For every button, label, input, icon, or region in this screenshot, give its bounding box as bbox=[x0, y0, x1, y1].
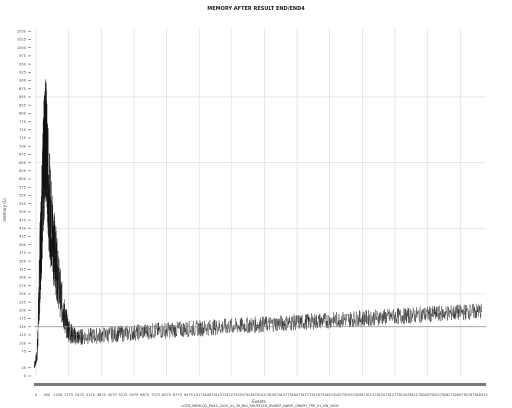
y-tick-label: 1025 bbox=[17, 38, 26, 42]
y-tick-label: 725 bbox=[19, 136, 26, 140]
y-tick-label: 675 bbox=[19, 153, 26, 157]
x-tick-label: 4575 bbox=[108, 393, 117, 397]
x-tick-label: 20675 bbox=[357, 393, 368, 397]
y-tick-label: 350 bbox=[19, 259, 27, 263]
x-tick-label: 21375 bbox=[368, 393, 379, 397]
x-tick-label: 12275 bbox=[226, 393, 237, 397]
x-tick-label: 10175 bbox=[193, 393, 204, 397]
x-tick-label: 450 bbox=[43, 393, 51, 397]
x-tick-label: 3175 bbox=[86, 393, 95, 397]
x-tick-label: 8075 bbox=[162, 393, 171, 397]
y-tick-label: 25 bbox=[21, 366, 26, 370]
x-tick-label: 9475 bbox=[184, 393, 193, 397]
y-tick-label: 175 bbox=[19, 317, 26, 321]
x-tick-label: 25575 bbox=[433, 393, 444, 397]
x-tick-label: 26275 bbox=[444, 393, 455, 397]
series-group bbox=[33, 79, 483, 369]
y-tick-label: 925 bbox=[19, 71, 26, 75]
x-tick-label: 0 bbox=[35, 393, 38, 397]
x-tick-label: 24875 bbox=[422, 393, 433, 397]
y-tick-label: 750 bbox=[19, 128, 27, 132]
x-tick-label: 2475 bbox=[75, 393, 84, 397]
y-axis-label: memory (L) bbox=[2, 198, 7, 222]
y-tick-label: 75 bbox=[21, 350, 26, 354]
x-tick-label: 17875 bbox=[313, 393, 324, 397]
y-tick-label: 0 bbox=[24, 374, 27, 378]
x-tick-label: 15075 bbox=[270, 393, 281, 397]
y-tick-label: 575 bbox=[19, 185, 26, 189]
x-tick-label: 6675 bbox=[140, 393, 149, 397]
x-axis-label: Events bbox=[252, 399, 266, 404]
x-tick-label: 8775 bbox=[173, 393, 182, 397]
x-tick-label: 10875 bbox=[204, 393, 215, 397]
y-tick-label: 200 bbox=[19, 309, 27, 313]
x-tick-label: 19975 bbox=[346, 393, 357, 397]
y-tick-label: 150 bbox=[19, 325, 27, 329]
x-scrollbar[interactable] bbox=[34, 383, 486, 386]
y-tick-label: 1050 bbox=[17, 29, 27, 33]
y-tick-label: 125 bbox=[19, 333, 26, 337]
x-tick-label: 5975 bbox=[129, 393, 138, 397]
x-tick-label: 11575 bbox=[215, 393, 226, 397]
x-tick-label: 16475 bbox=[291, 393, 302, 397]
x-tick-label: 24175 bbox=[411, 393, 422, 397]
x-axis-ticks: 0 450 1250 1775 2475 3175 3875 4575 5275 5975 6675… bbox=[35, 393, 488, 397]
x-tick-label: 5275 bbox=[118, 393, 127, 397]
y-axis-ticks: 0 25 75 100 125 150 175 200 225 250 275 300 325 350 37… bbox=[17, 29, 31, 378]
x-tick-label: 1775 bbox=[64, 393, 73, 397]
x-tick-label: 19275 bbox=[335, 393, 346, 397]
x-tick-label: 13675 bbox=[248, 393, 259, 397]
y-tick-label: 1000 bbox=[17, 46, 27, 50]
chart-subtitle: LGFD_MEMLOG_EN10_2010_01_30_BIG_SHUFFLED… bbox=[181, 404, 338, 408]
y-tick-label: 825 bbox=[19, 103, 26, 107]
x-tick-label: 3875 bbox=[97, 393, 106, 397]
y-tick-label: 775 bbox=[19, 120, 26, 124]
chart-title: MEMORY AFTER RESULT END/END4 bbox=[207, 6, 305, 12]
y-tick-label: 875 bbox=[19, 87, 26, 91]
y-tick-label: 100 bbox=[19, 341, 27, 345]
x-tick-label: 18575 bbox=[324, 393, 335, 397]
x-tick-label: 26975 bbox=[455, 393, 466, 397]
y-tick-label: 400 bbox=[19, 243, 27, 247]
x-tick-label: 15775 bbox=[280, 393, 291, 397]
y-tick-label: 650 bbox=[19, 161, 27, 165]
y-tick-label: 375 bbox=[19, 251, 26, 255]
y-tick-label: 900 bbox=[19, 79, 27, 83]
y-tick-label: 275 bbox=[19, 284, 26, 288]
x-tick-label: 12975 bbox=[237, 393, 248, 397]
y-tick-label: 500 bbox=[19, 210, 27, 214]
y-tick-label: 475 bbox=[19, 218, 26, 222]
y-tick-label: 325 bbox=[19, 268, 26, 272]
y-tick-label: 600 bbox=[19, 177, 27, 181]
y-tick-label: 225 bbox=[19, 300, 26, 304]
x-tick-label: 27675 bbox=[465, 393, 476, 397]
y-tick-label: 625 bbox=[19, 169, 26, 173]
y-tick-label: 550 bbox=[19, 194, 27, 198]
y-tick-label: 250 bbox=[19, 292, 27, 296]
y-tick-label: 450 bbox=[19, 226, 27, 230]
x-tick-label: 23475 bbox=[400, 393, 411, 397]
x-tick-label: 17175 bbox=[302, 393, 313, 397]
y-tick-label: 950 bbox=[19, 62, 27, 66]
x-tick-label: 28375 bbox=[476, 393, 487, 397]
memory-series-line bbox=[33, 79, 483, 369]
x-tick-label: 22075 bbox=[378, 393, 389, 397]
y-tick-label: 700 bbox=[19, 144, 27, 148]
y-tick-label: 425 bbox=[19, 235, 26, 239]
x-tick-label: 22775 bbox=[389, 393, 400, 397]
x-tick-label: 7375 bbox=[151, 393, 160, 397]
y-tick-label: 800 bbox=[19, 112, 27, 116]
x-tick-label: 1250 bbox=[53, 393, 63, 397]
x-tick-label: 14375 bbox=[259, 393, 270, 397]
y-tick-label: 300 bbox=[19, 276, 27, 280]
y-tick-label: 850 bbox=[19, 95, 27, 99]
y-tick-label: 525 bbox=[19, 202, 26, 206]
y-tick-label: 975 bbox=[19, 54, 26, 58]
